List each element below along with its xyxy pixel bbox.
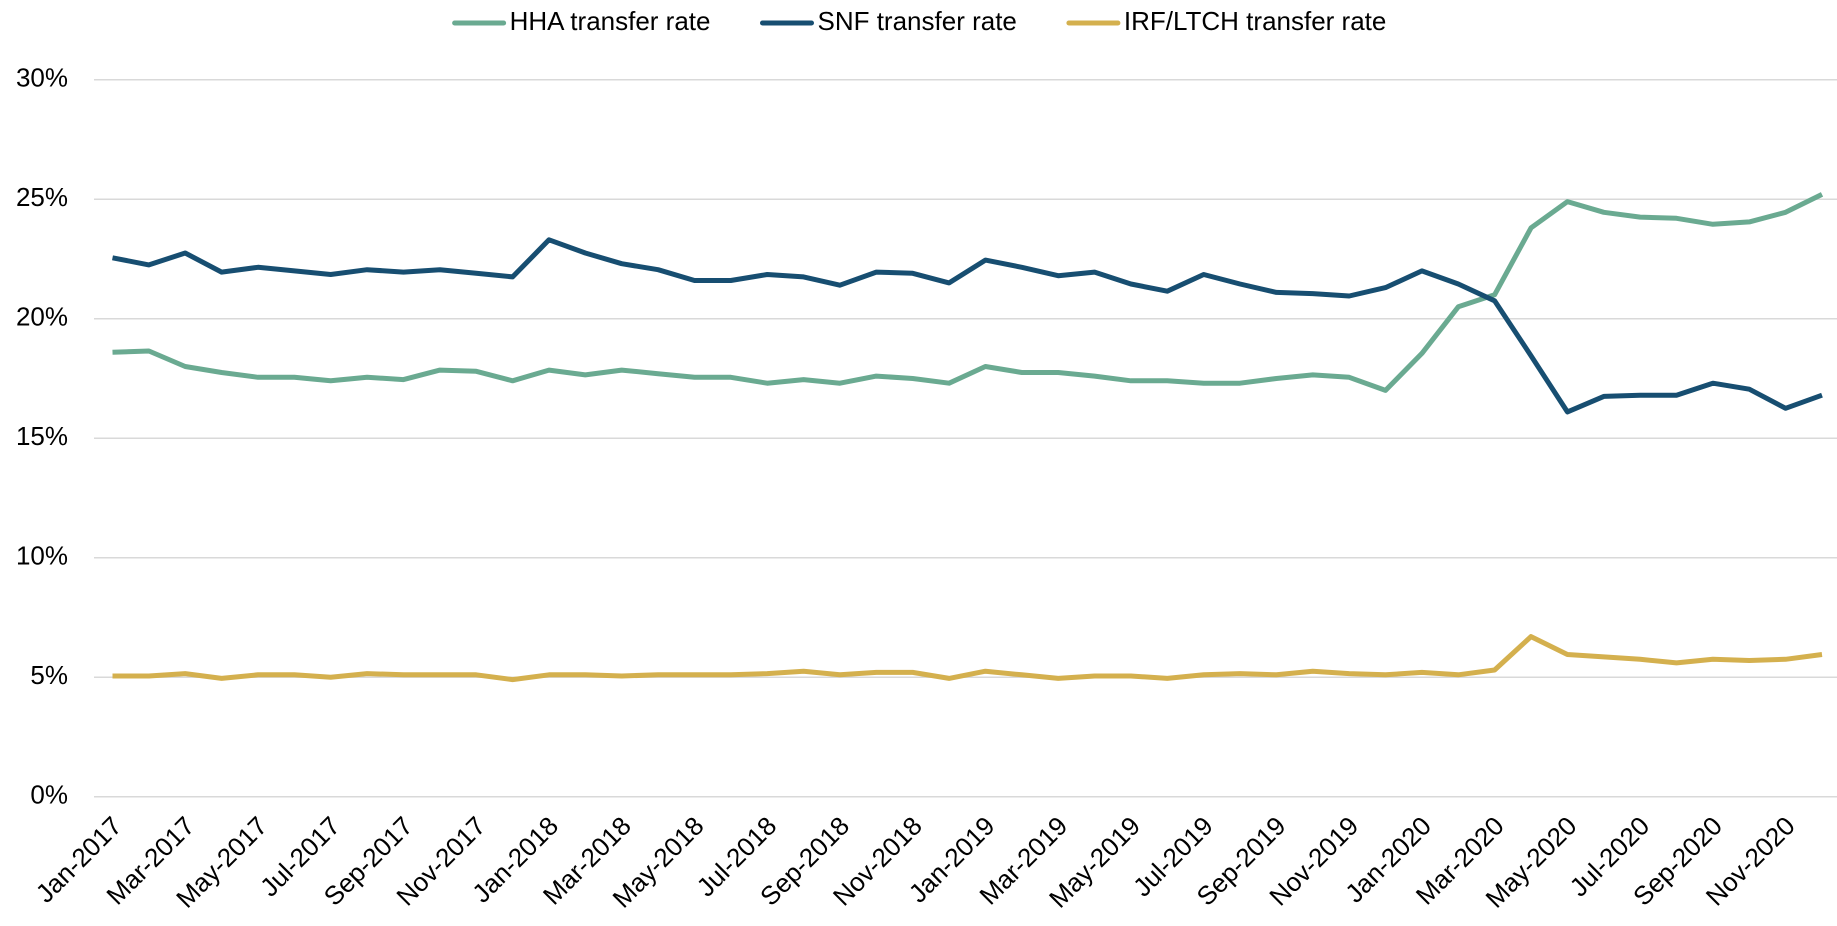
y-tick-label: 5% [30, 660, 68, 690]
series-line [112, 634, 1823, 683]
y-tick-label: 30% [16, 63, 68, 93]
y-tick-label: 0% [30, 780, 68, 810]
y-tick-label: 10% [16, 541, 68, 571]
y-tick-label: 25% [16, 182, 68, 212]
legend: HHA transfer rate SNF transfer rate IRF/LT… [452, 6, 1386, 36]
series-line [112, 237, 1823, 415]
legend-label: HHA transfer rate [510, 6, 711, 36]
y-tick-label: 15% [16, 421, 68, 451]
series-line [112, 192, 1824, 393]
y-tick-label: 20% [16, 302, 68, 332]
legend-label: SNF transfer rate [817, 6, 1016, 36]
legend-label: IRF/LTCH transfer rate [1124, 6, 1386, 36]
